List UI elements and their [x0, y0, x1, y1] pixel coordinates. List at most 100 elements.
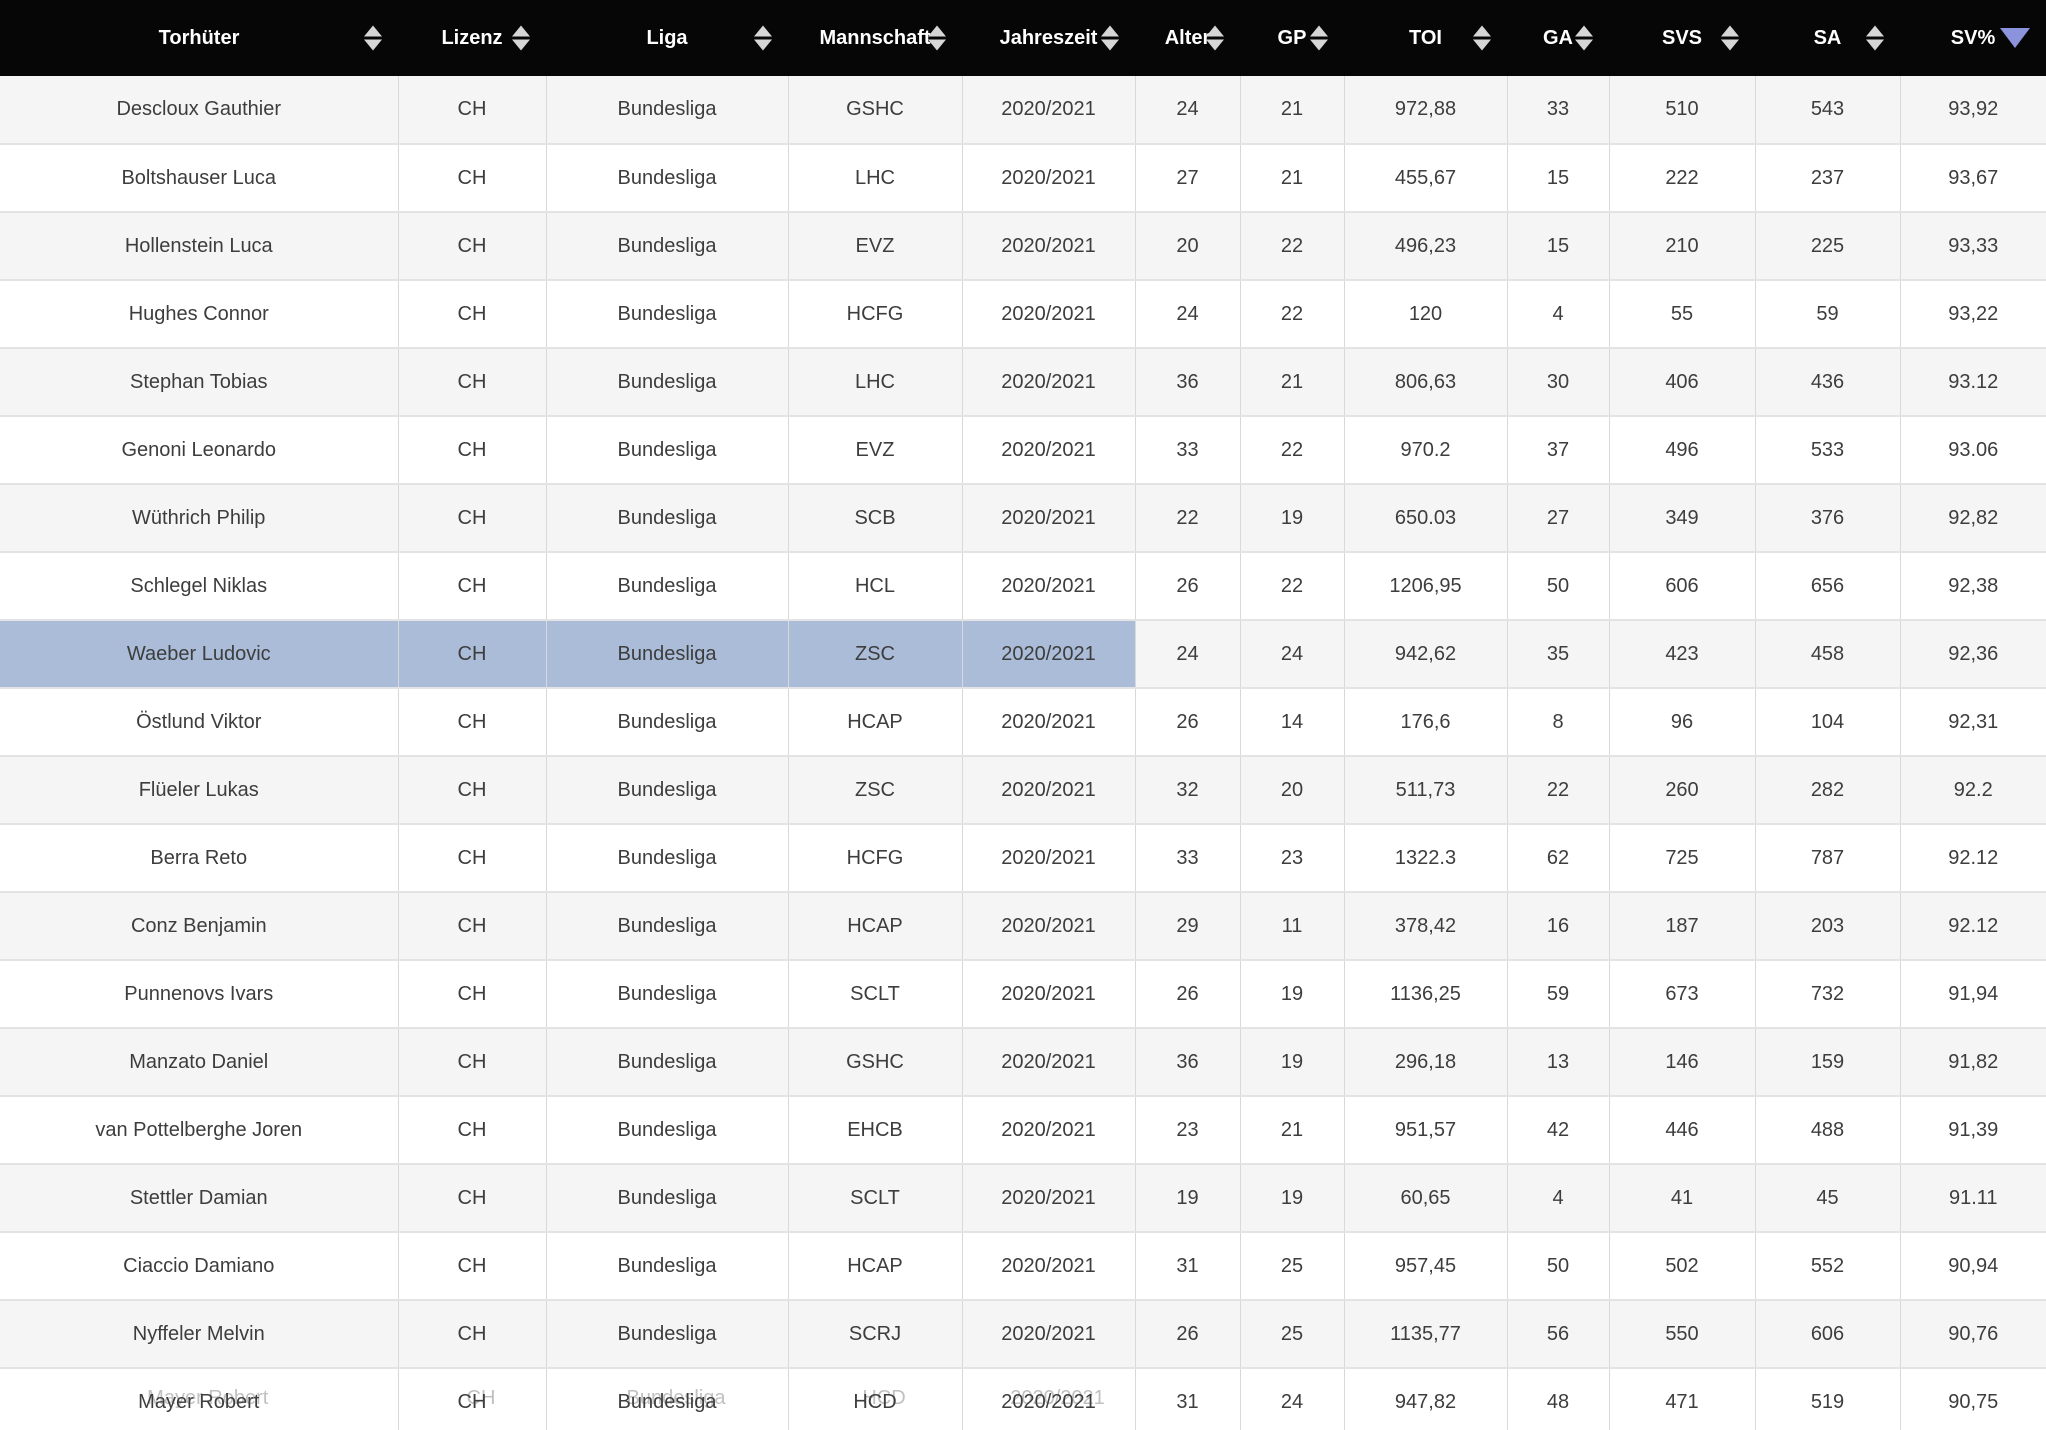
- table-row[interactable]: Descloux Gauthier CH Bundesliga GSHC 2020/20…: [0, 76, 2046, 145]
- cell-lizenz: CH: [398, 1300, 547, 1369]
- table-row[interactable]: Manzato Daniel CH Bundesliga GSHC 2020/2021 3…: [0, 1028, 2046, 1097]
- table-row[interactable]: Waeber Ludovic CH Bundesliga ZSC 2020/2021 24…: [0, 620, 2046, 689]
- cell-lizenz: CH: [398, 348, 547, 417]
- cell-jahreszeit: 2020/2021: [962, 144, 1136, 213]
- cell-gp: 14: [1240, 688, 1345, 757]
- cell-ga: 13: [1507, 1028, 1610, 1097]
- column-header-jahreszeit[interactable]: Jahreszeit: [962, 0, 1135, 76]
- table-row[interactable]: Wüthrich Philip CH Bundesliga SCB 2020/2021 2…: [0, 484, 2046, 553]
- cell-torhueter: van Pottelberghe Joren: [0, 1096, 399, 1165]
- cell-toi: 951,57: [1344, 1096, 1508, 1165]
- cell-torhueter: Hollenstein Luca: [0, 212, 399, 281]
- cell-svpct: 92.12: [1900, 892, 2046, 961]
- column-header-svpct[interactable]: SV%: [1900, 0, 2046, 76]
- table-row[interactable]: Stettler Damian CH Bundesliga SCLT 2020/2021…: [0, 1164, 2046, 1233]
- cell-toi: 957,45: [1344, 1232, 1508, 1301]
- cell-mannschaft: EVZ: [788, 212, 963, 281]
- sort-both-icon: [1473, 25, 1491, 51]
- column-header-ga[interactable]: GA: [1507, 0, 1609, 76]
- cell-svpct: 90,76: [1900, 1300, 2046, 1369]
- cell-jahreszeit: 2020/2021: [962, 620, 1136, 689]
- cell-svpct: 93,92: [1900, 76, 2046, 145]
- column-header-mannschaft[interactable]: Mannschaft: [788, 0, 962, 76]
- cell-alter: 23: [1135, 1096, 1241, 1165]
- cell-ga: 56: [1507, 1300, 1610, 1369]
- cell-toi: 1322.3: [1344, 824, 1508, 893]
- cell-mannschaft: ZSC: [788, 756, 963, 825]
- column-header-alter[interactable]: Alter: [1135, 0, 1240, 76]
- cell-svpct: 93.06: [1900, 416, 2046, 485]
- cell-alter: 24: [1135, 280, 1241, 349]
- column-header-gp[interactable]: GP: [1240, 0, 1344, 76]
- table-row[interactable]: Conz Benjamin CH Bundesliga HCAP 2020/2021 29…: [0, 892, 2046, 961]
- table-row[interactable]: Punnenovs Ivars CH Bundesliga SCLT 2020/2021…: [0, 960, 2046, 1029]
- sort-both-icon: [1206, 25, 1224, 51]
- cell-gp: 20: [1240, 756, 1345, 825]
- cell-jahreszeit: 2020/2021: [962, 960, 1136, 1029]
- cell-lizenz: CH: [398, 892, 547, 961]
- triangle-down-icon: [754, 39, 772, 51]
- cell-toi: 511,73: [1344, 756, 1508, 825]
- column-header-sa[interactable]: SA: [1755, 0, 1900, 76]
- cell-gp: 21: [1240, 76, 1345, 145]
- table-row[interactable]: Boltshauser Luca CH Bundesliga LHC 2020/2021…: [0, 144, 2046, 213]
- column-header-liga[interactable]: Liga: [546, 0, 788, 76]
- cell-ga: 15: [1507, 212, 1610, 281]
- table-row[interactable]: Schlegel Niklas CH Bundesliga HCL 2020/2021 2…: [0, 552, 2046, 621]
- table-row[interactable]: Flüeler Lukas CH Bundesliga ZSC 2020/2021 32 2…: [0, 756, 2046, 825]
- cell-lizenz: CH: [398, 824, 547, 893]
- cell-jahreszeit: 2020/2021: [962, 348, 1136, 417]
- table-row[interactable]: Hollenstein Luca CH Bundesliga EVZ 2020/2021…: [0, 212, 2046, 281]
- triangle-down-icon: [1473, 39, 1491, 51]
- cell-sa: 159: [1755, 1028, 1901, 1097]
- cell-mannschaft: HCAP: [788, 688, 963, 757]
- table-row[interactable]: Genoni Leonardo CH Bundesliga EVZ 2020/2021 3…: [0, 416, 2046, 485]
- sort-both-icon: [1866, 25, 1884, 51]
- cell-alter: 29: [1135, 892, 1241, 961]
- column-header-torhueter[interactable]: Torhüter: [0, 0, 398, 76]
- sort-desc-active-icon: [2000, 28, 2030, 48]
- cell-liga: Bundesliga: [546, 620, 789, 689]
- cell-jahreszeit: 2020/2021: [962, 1164, 1136, 1233]
- table-row[interactable]: Berra Reto CH Bundesliga HCFG 2020/2021 33 23 1…: [0, 824, 2046, 893]
- cell-sa: 376: [1755, 484, 1901, 553]
- cell-liga: Bundesliga: [546, 1164, 789, 1233]
- cell-sa: 732: [1755, 960, 1901, 1029]
- cell-ga: 42: [1507, 1096, 1610, 1165]
- table-row[interactable]: Östlund Viktor CH Bundesliga HCAP 2020/2021 2…: [0, 688, 2046, 757]
- triangle-down-icon: [1206, 39, 1224, 51]
- cell-ga: 33: [1507, 76, 1610, 145]
- cell-sa: 488: [1755, 1096, 1901, 1165]
- column-label-jahreszeit: Jahreszeit: [999, 26, 1098, 49]
- column-header-lizenz[interactable]: Lizenz: [398, 0, 546, 76]
- triangle-up-icon: [1721, 25, 1739, 37]
- column-label-lizenz: Lizenz: [441, 26, 503, 49]
- sort-both-icon: [364, 25, 382, 51]
- cell-svs: 222: [1609, 144, 1756, 213]
- table-row[interactable]: Nyffeler Melvin CH Bundesliga SCRJ 2020/2021…: [0, 1300, 2046, 1369]
- table-row[interactable]: Stephan Tobias CH Bundesliga LHC 2020/2021 36…: [0, 348, 2046, 417]
- cell-svpct: 93,33: [1900, 212, 2046, 281]
- cell-jahreszeit: 2020/2021: [962, 416, 1136, 485]
- cell-lizenz: CH: [398, 1164, 547, 1233]
- table-row[interactable]: van Pottelberghe Joren CH Bundesliga EHCB 20…: [0, 1096, 2046, 1165]
- column-header-svs[interactable]: SVS: [1609, 0, 1755, 76]
- table-row[interactable]: Mayer Robert CH Bundesliga HCD 2020/2021 31 24…: [0, 1368, 2046, 1430]
- cell-lizenz: CH: [398, 552, 547, 621]
- table-row[interactable]: Ciaccio Damiano CH Bundesliga HCAP 2020/2021…: [0, 1232, 2046, 1301]
- triangle-up-icon: [1206, 25, 1224, 37]
- cell-ga: 4: [1507, 280, 1610, 349]
- cell-svpct: 92.12: [1900, 824, 2046, 893]
- cell-sa: 533: [1755, 416, 1901, 485]
- cell-svs: 349: [1609, 484, 1756, 553]
- table-row[interactable]: Hughes Connor CH Bundesliga HCFG 2020/2021 24…: [0, 280, 2046, 349]
- triangle-up-icon: [754, 25, 772, 37]
- cell-ga: 62: [1507, 824, 1610, 893]
- cell-svs: 210: [1609, 212, 1756, 281]
- column-label-liga: Liga: [646, 26, 688, 49]
- cell-torhueter: Mayer Robert: [0, 1368, 399, 1430]
- cell-sa: 519: [1755, 1368, 1901, 1430]
- table-header: Torhüter Lizenz Liga Mannschaft Jahreszeit Al…: [0, 0, 2046, 76]
- column-header-toi[interactable]: TOI: [1344, 0, 1507, 76]
- cell-jahreszeit: 2020/2021: [962, 1368, 1136, 1430]
